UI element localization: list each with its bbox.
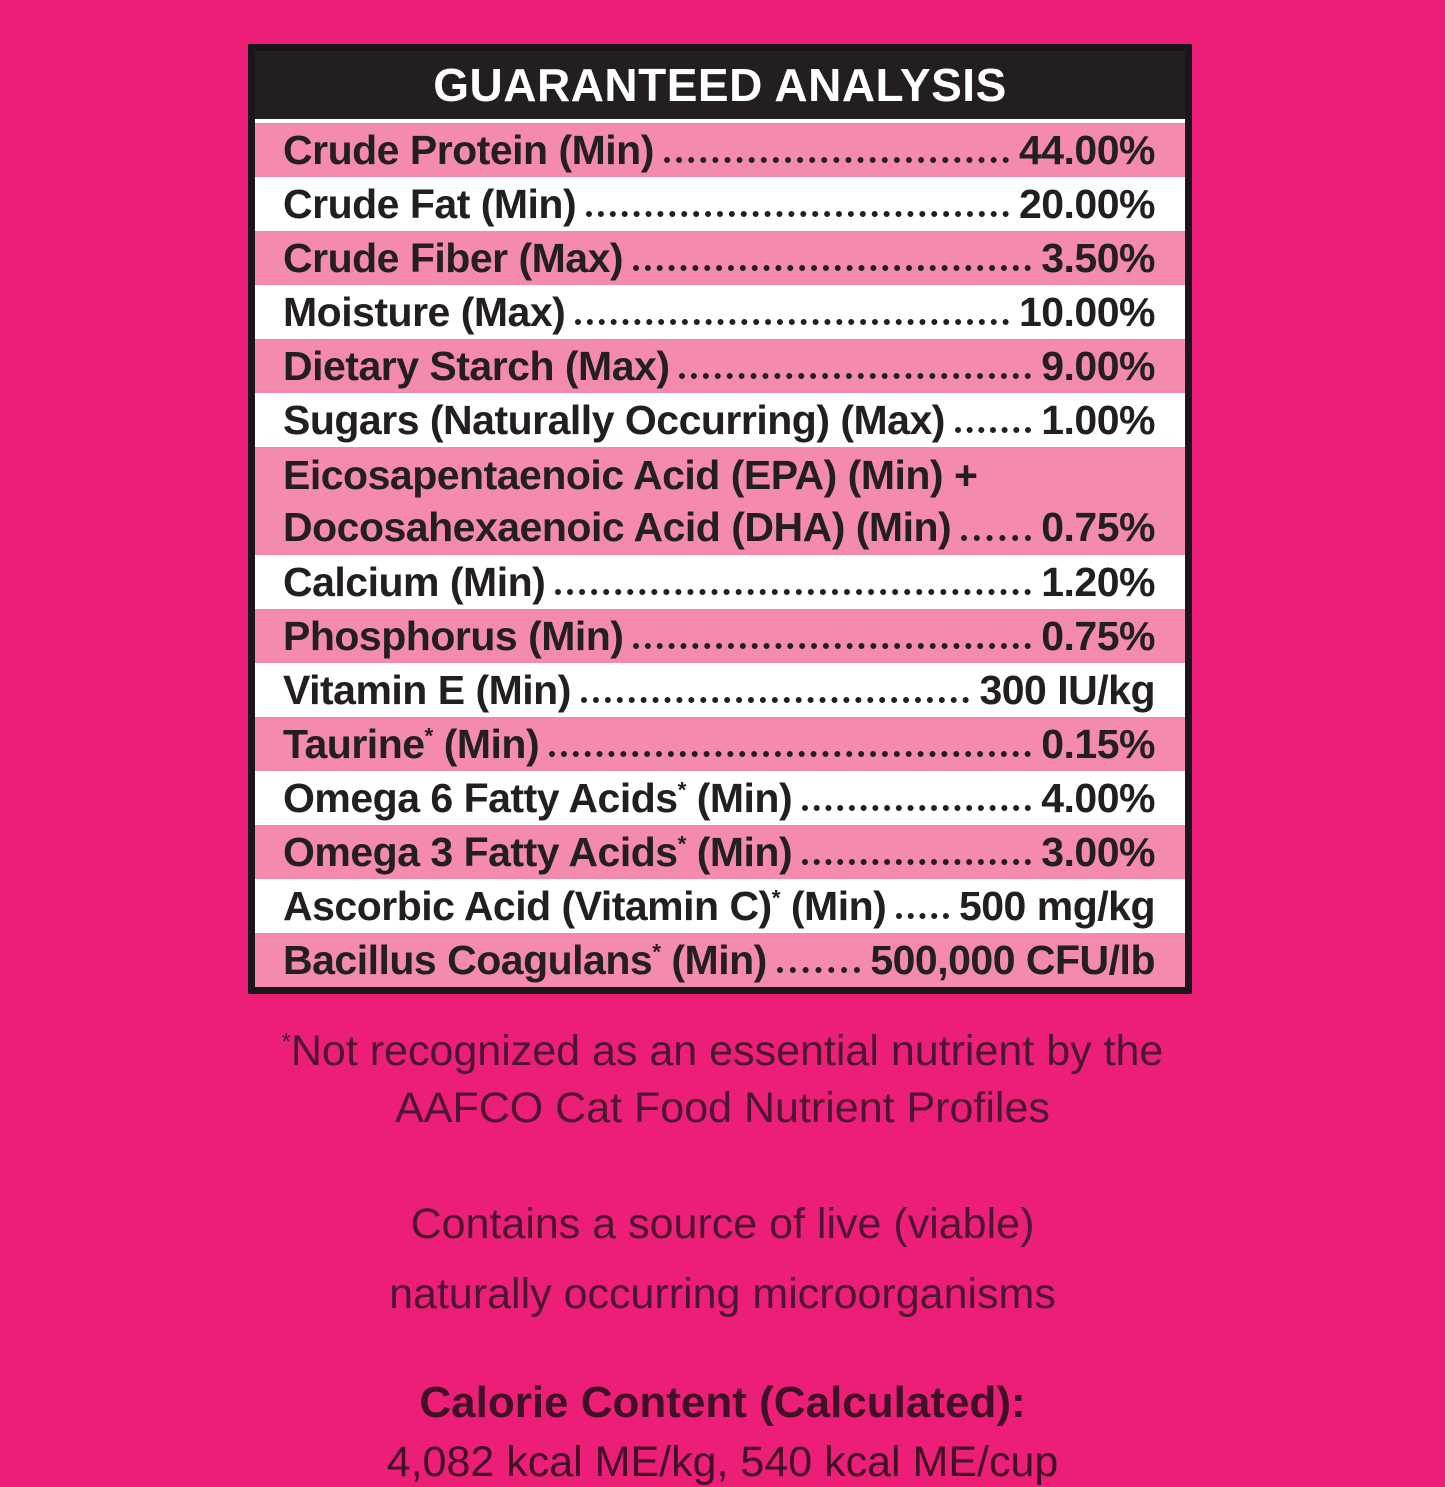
row-label-2: (Min) [685,774,793,821]
row-value: 44.00% [1018,126,1156,173]
dot-leader [663,123,1009,163]
table-row: Omega 6 Fatty Acids* (Min) 4.00% [255,771,1185,825]
row-value: 500 mg/kg [958,882,1156,929]
row-value: 20.00% [1018,180,1156,227]
dot-leader [633,609,1032,649]
dot-leader [896,879,949,919]
row-value: 0.15% [1041,720,1155,767]
calorie-content-values: 4,082 kcal ME/kg, 540 kcal ME/cup [386,1438,1059,1487]
row-label: Omega 6 Fatty Acids [283,774,678,821]
footnote-line-2: AAFCO Cat Food Nutrient Profiles [395,1083,1050,1132]
row-value: 3.50% [1041,234,1155,281]
contains-line-1: Contains a source of live (viable) [410,1199,1035,1248]
pet-food-label: GUARANTEED ANALYSIS Crude Protein (Min) … [248,44,1192,1486]
dot-leader [954,393,1032,433]
asterisk: * [424,722,434,748]
contains-line-2: naturally occurring microorganisms [389,1270,1056,1319]
row-label-2: (Min) [780,882,887,929]
table-title: GUARANTEED ANALYSIS [433,59,1007,111]
calorie-content-title: Calorie Content (Calculated): [419,1378,1026,1428]
asterisk: * [677,776,687,802]
row-value: 3.00% [1041,828,1155,875]
row-value: 1.20% [1041,558,1155,605]
table-row: Bacillus Coagulans* (Min) 500,000 CFU/lb [255,933,1185,987]
dot-leader [802,825,1032,865]
below-table-text: *Not recognized as an essential nutrient… [0,1001,1445,1487]
row-label-2: (Min) [685,828,793,875]
row-label: Calcium (Min) [283,558,546,605]
footnote-line-1: Not recognized as an essential nutrient … [290,1027,1164,1075]
asterisk: * [771,884,781,910]
row-label: Sugars (Naturally Occurring) (Max) [283,396,945,443]
dot-leader [633,231,1032,271]
row-label-2: (Min) [432,720,540,767]
asterisk: * [677,830,687,856]
row-label: Crude Fat (Min) [283,180,577,227]
row-value: 500,000 CFU/lb [870,936,1155,983]
row-label: Crude Protein (Min) [283,126,654,173]
microorganisms-note: Contains a source of live (viable) natur… [0,1189,1445,1331]
dot-leader [802,771,1032,811]
row-label: Omega 3 Fatty Acids [283,828,678,875]
aafco-footnote: *Not recognized as an essential nutrient… [0,1023,1445,1137]
table-row: Moisture (Max) 10.00% [255,285,1185,339]
asterisk: * [652,938,661,964]
row-label: Docosahexaenoic Acid (DHA) (Min) [283,503,952,550]
asterisk: * [281,1029,291,1056]
row-label: Dietary Starch (Max) [283,342,670,389]
dot-leader [580,663,970,703]
row-label: Vitamin E (Min) [283,666,571,713]
row-value: 0.75% [1041,612,1155,659]
row-label-2: (Min) [660,936,767,983]
dot-leader [586,177,1009,217]
dot-leader [549,717,1032,757]
row-label: Moisture (Max) [283,288,566,335]
table-row: Sugars (Naturally Occurring) (Max) 1.00% [255,393,1185,447]
row-label: Ascorbic Acid (Vitamin C) [283,882,772,929]
row-line1: Eicosapentaenoic Acid (EPA) (Min) + [283,451,978,498]
table-row-epa-dha: Eicosapentaenoic Acid (EPA) (Min) + Doco… [255,447,1185,555]
table-row: Taurine* (Min) 0.15% [255,717,1185,771]
dot-leader [679,339,1032,379]
table-row: Omega 3 Fatty Acids* (Min) 3.00% [255,825,1185,879]
row-value: 300 IU/kg [979,666,1155,713]
row-label: Crude Fiber (Max) [283,234,624,281]
row-label: Taurine [283,720,425,767]
table-row: Crude Fat (Min) 20.00% [255,177,1185,231]
table-row: Ascorbic Acid (Vitamin C)* (Min) 500 mg/… [255,879,1185,933]
table-row: Crude Protein (Min) 44.00% [255,123,1185,177]
table-header: GUARANTEED ANALYSIS [255,51,1185,123]
table-row: Dietary Starch (Max) 9.00% [255,339,1185,393]
table-rows: Crude Protein (Min) 44.00% Crude Fat (Mi… [255,123,1185,987]
dot-leader [961,501,1032,541]
row-value: 4.00% [1041,774,1155,821]
row-value: 0.75% [1041,503,1155,550]
table-row: Vitamin E (Min) 300 IU/kg [255,663,1185,717]
row-label: Bacillus Coagulans [283,936,653,983]
table-row: Phosphorus (Min) 0.75% [255,609,1185,663]
row-value: 9.00% [1041,342,1155,389]
table-row: Calcium (Min) 1.20% [255,555,1185,609]
dot-leader [776,933,861,973]
dot-leader [555,555,1032,595]
row-label: Phosphorus (Min) [283,612,624,659]
table-row: Crude Fiber (Max) 3.50% [255,231,1185,285]
row-value: 1.00% [1041,396,1155,443]
dot-leader [575,285,1009,325]
row-value: 10.00% [1018,288,1156,335]
guaranteed-analysis-table: GUARANTEED ANALYSIS Crude Protein (Min) … [248,44,1192,994]
